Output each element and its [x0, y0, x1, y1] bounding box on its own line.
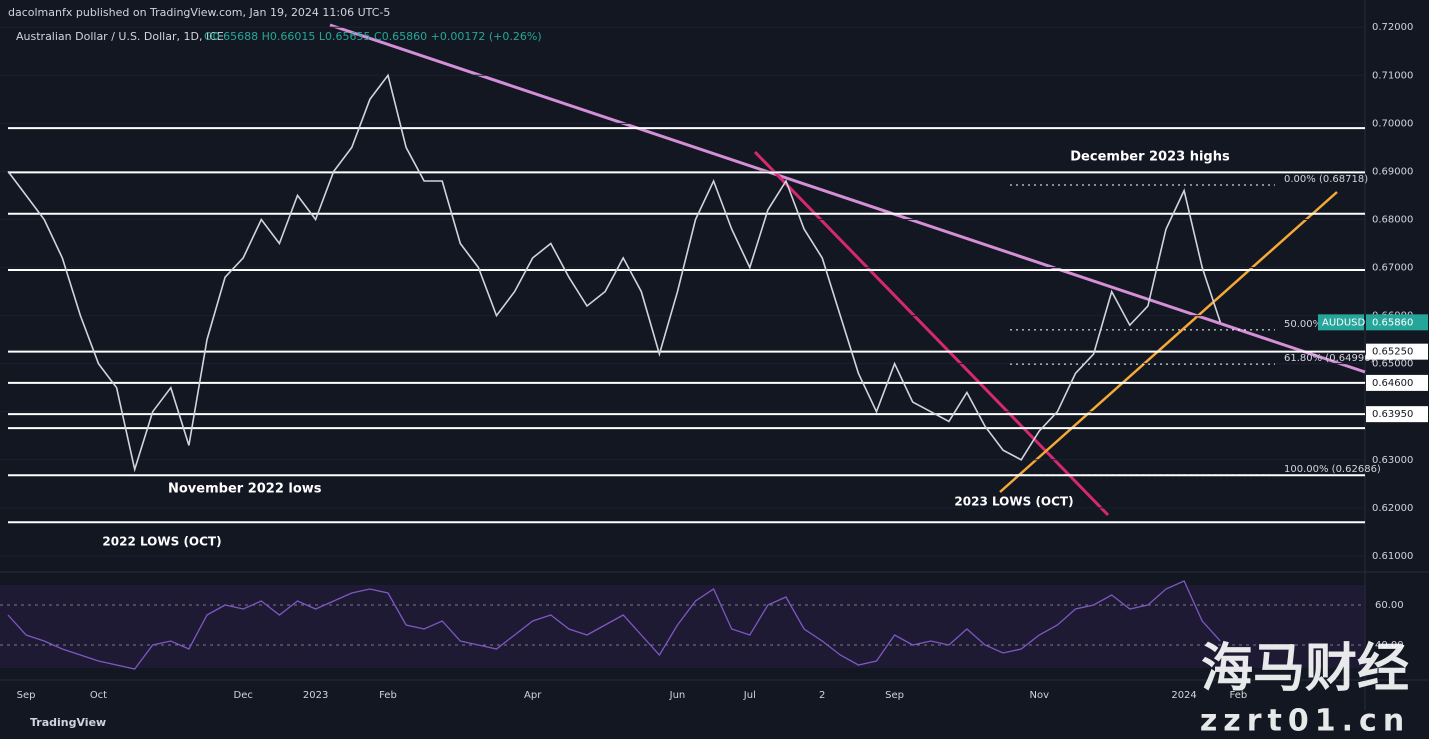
- trendline: [753, 150, 1110, 517]
- rsi-panel: [0, 585, 1365, 668]
- x-tick-label: Feb: [1229, 690, 1247, 701]
- y-tick-label: 0.69000: [1372, 166, 1413, 177]
- y-tick-label: 0.70000: [1372, 118, 1413, 129]
- y-tick-label: 0.68000: [1372, 214, 1413, 225]
- annotation: 2022 LOWS (OCT): [102, 535, 221, 549]
- ohlc: O0.65688 H0.66015 L0.65655 C0.65860 +0.0…: [204, 30, 542, 43]
- price-tag-label: 0.64600: [1372, 378, 1413, 389]
- chart-title: Australian Dollar / U.S. Dollar, 1D, ICE: [16, 30, 224, 43]
- rsi-tick-label: 40.00: [1375, 640, 1404, 651]
- price-tag-label: 0.65250: [1372, 347, 1413, 358]
- rsi-tick-label: 60.00: [1375, 600, 1404, 611]
- price-tag: [1366, 314, 1428, 331]
- y-tick-label: 0.63000: [1372, 455, 1413, 466]
- x-tick-label: 2024: [1171, 690, 1196, 701]
- y-tick-label: 0.65000: [1372, 359, 1413, 370]
- y-tick-label: 0.71000: [1372, 70, 1413, 81]
- price-tag: [1366, 406, 1428, 423]
- annotation: December 2023 highs: [1070, 150, 1230, 165]
- annotation: 2023 LOWS (OCT): [954, 495, 1073, 509]
- y-tick-label: 0.72000: [1372, 22, 1413, 33]
- symbol-tag-label: AUDUSD: [1322, 317, 1366, 328]
- watermark: 海马财经: [1201, 639, 1409, 699]
- trendline: [329, 23, 1366, 374]
- x-tick-label: Dec: [234, 690, 253, 701]
- x-tick-label: Jun: [669, 690, 686, 701]
- y-tick-label: 0.62000: [1372, 503, 1413, 514]
- price-tag: [1366, 343, 1428, 360]
- fib-label: 61.80% (0.64990): [1284, 353, 1375, 364]
- x-tick-label: 2: [819, 690, 825, 701]
- x-tick-label: Oct: [90, 690, 107, 701]
- x-tick-label: 2023: [303, 690, 328, 701]
- brand: TradingView: [30, 716, 106, 729]
- y-tick-label: 0.67000: [1372, 263, 1413, 274]
- price-tag-label: 0.65860: [1372, 317, 1413, 328]
- x-tick-label: Sep: [885, 690, 904, 701]
- x-tick-label: Jul: [743, 690, 756, 701]
- fib-label: 100.00% (0.62686): [1284, 464, 1381, 475]
- fib-label: 50.00%: [1284, 319, 1322, 330]
- x-tick-label: Feb: [379, 690, 397, 701]
- watermark: zzrt01.cn: [1200, 704, 1410, 739]
- published: dacolmanfx published on TradingView.com,…: [8, 6, 390, 19]
- trendline: [999, 191, 1338, 493]
- y-tick-label: 0.61000: [1372, 551, 1413, 562]
- series-line: [7, 73, 1222, 473]
- x-tick-label: Apr: [524, 690, 542, 701]
- x-tick-label: Sep: [17, 690, 36, 701]
- price-tag: [1366, 374, 1428, 391]
- price-tag-label: 0.63950: [1372, 409, 1413, 420]
- x-tick-label: Nov: [1030, 690, 1050, 701]
- series-line: [7, 580, 1221, 670]
- annotation: November 2022 lows: [168, 482, 322, 497]
- symbol-tag: [1318, 314, 1364, 331]
- fib-label: 0.00% (0.68718): [1284, 174, 1368, 185]
